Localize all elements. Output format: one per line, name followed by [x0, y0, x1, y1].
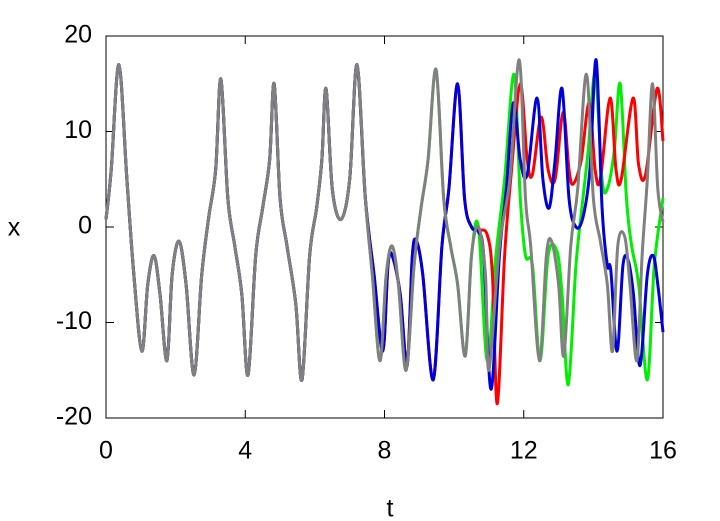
x-axis-label: t [387, 495, 394, 521]
x-tick-label: 0 [99, 437, 113, 465]
y-tick-label: 20 [64, 21, 92, 49]
x-tick-label: 8 [378, 437, 392, 465]
x-tick-label: 16 [649, 437, 677, 465]
data-line [104, 58, 665, 382]
x-tick-label: 4 [238, 437, 252, 465]
y-tick-label: -10 [56, 307, 92, 335]
y-tick-label: 10 [64, 116, 92, 144]
x-tick-label: 12 [510, 437, 538, 465]
y-tick-label: 0 [78, 212, 92, 240]
y-axis-label: x [8, 214, 21, 242]
y-tick-label: -20 [56, 403, 92, 431]
